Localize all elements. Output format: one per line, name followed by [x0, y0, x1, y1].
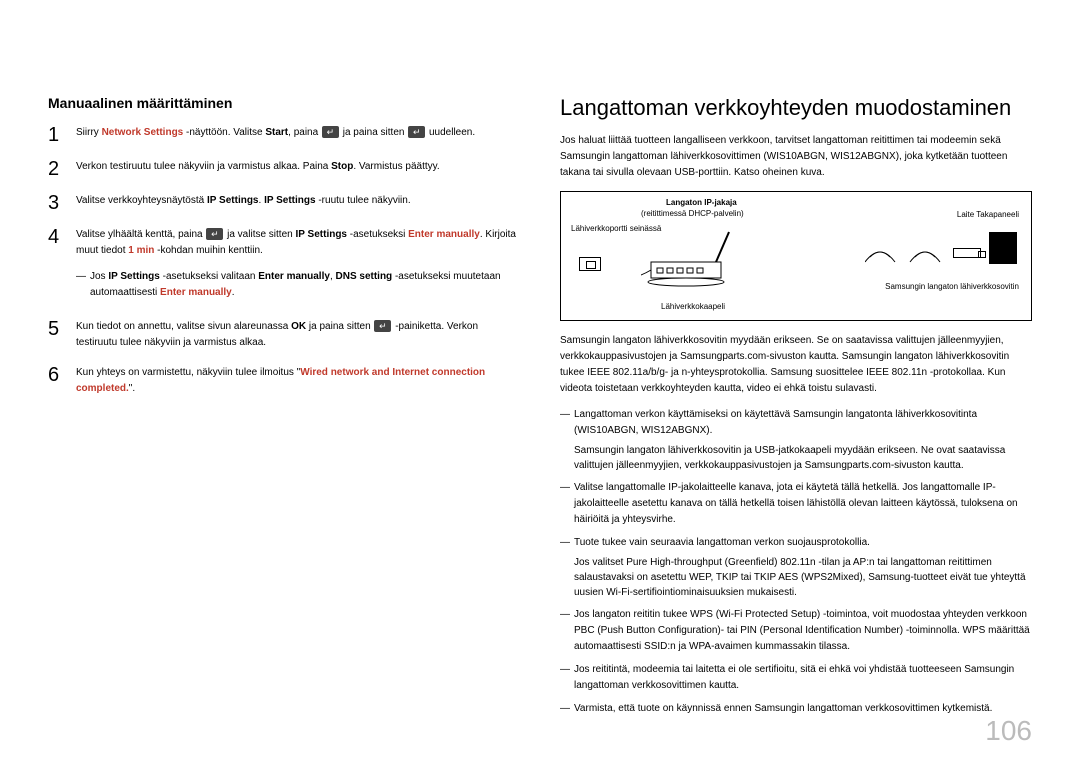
dash-icon: ― [560, 662, 574, 677]
note-text: Tuote tukee vain seuraavia langattoman v… [574, 535, 1032, 600]
step-number: 3 [48, 193, 76, 213]
step-item: 4Valitse ylhäältä kenttä, paina ↵ ja val… [48, 227, 520, 305]
page-number: 106 [985, 715, 1032, 747]
page-two-column: Manuaalinen määrittäminen 1Siirry Networ… [48, 95, 1032, 724]
step-item: 2Verkon testiruutu tulee näkyviin ja var… [48, 159, 520, 179]
wireless-para2: Samsungin langaton lähiverkkosovitin myy… [560, 333, 1032, 397]
router-icon [641, 228, 751, 298]
step-text: Verkon testiruutu tulee näkyviin ja varm… [76, 159, 520, 175]
note-item: ―Varmista, että tuote on käynnissä ennen… [560, 701, 1032, 717]
dash-icon: ― [76, 269, 90, 284]
dash-icon: ― [560, 535, 574, 550]
note-extra: Jos valitset Pure High-throughput (Green… [574, 555, 1032, 600]
step-number: 4 [48, 227, 76, 247]
adapter-icon [953, 248, 981, 258]
note-text: Varmista, että tuote on käynnissä ennen … [574, 701, 1032, 717]
step-number: 5 [48, 319, 76, 339]
wireless-notes-list: ―Langattoman verkon käyttämiseksi on käy… [560, 407, 1032, 717]
step-text: Kun tiedot on annettu, valitse sivun ala… [76, 319, 520, 351]
wireless-intro: Jos haluat liittää tuotteen langalliseen… [560, 133, 1032, 181]
wireless-heading: Langattoman verkkoyhteyden muodostaminen [560, 95, 1032, 121]
enter-button-icon: ↵ [206, 228, 223, 240]
step-item: 6Kun yhteys on varmistettu, näkyviin tul… [48, 365, 520, 397]
diagram-router-label: Langaton IP-jakaja [666, 198, 737, 207]
note-item: ―Langattoman verkon käyttämiseksi on käy… [560, 407, 1032, 473]
wall-port-icon [579, 257, 601, 271]
dash-icon: ― [560, 407, 574, 422]
step-text: Kun yhteys on varmistettu, näkyviin tule… [76, 365, 520, 397]
note-text: Jos reititintä, modeemia tai laitetta ei… [574, 662, 1032, 694]
note-item: ―Tuote tukee vain seuraavia langattoman … [560, 535, 1032, 600]
diagram-adapter-label: Samsungin langaton lähiverkkosovitin [885, 282, 1019, 291]
note-item: ―Jos reititintä, modeemia tai laitetta e… [560, 662, 1032, 694]
enter-button-icon: ↵ [374, 320, 391, 332]
diagram-router-sublabel: (reitittimessä DHCP-palvelin) [641, 209, 744, 218]
wifi-signal-icon [865, 242, 945, 272]
left-column: Manuaalinen määrittäminen 1Siirry Networ… [48, 95, 520, 724]
step-subnote: ―Jos IP Settings -asetukseksi valitaan E… [76, 269, 520, 301]
dash-icon: ― [560, 480, 574, 495]
step-item: 1Siirry Network Settings -näyttöön. Vali… [48, 125, 520, 145]
dash-icon: ― [560, 607, 574, 622]
device-back-icon [989, 232, 1017, 264]
note-text: Langattoman verkon käyttämiseksi on käyt… [574, 407, 1032, 473]
step-text: Siirry Network Settings -näyttöön. Valit… [76, 125, 520, 141]
connection-diagram: Langaton IP-jakaja (reitittimessä DHCP-p… [560, 191, 1032, 321]
note-text: Jos langaton reititin tukee WPS (Wi-Fi P… [574, 607, 1032, 655]
note-item: ―Valitse langattomalle IP-jakolaitteelle… [560, 480, 1032, 528]
step-text: Valitse verkkoyhteysnäytöstä IP Settings… [76, 193, 520, 209]
manual-setup-heading: Manuaalinen määrittäminen [48, 95, 520, 111]
step-item: 5Kun tiedot on annettu, valitse sivun al… [48, 319, 520, 351]
step-number: 2 [48, 159, 76, 179]
note-text: Valitse langattomalle IP-jakolaitteelle … [574, 480, 1032, 528]
dash-icon: ― [560, 701, 574, 716]
step-number: 6 [48, 365, 76, 385]
manual-setup-steps: 1Siirry Network Settings -näyttöön. Vali… [48, 125, 520, 397]
step-text: Valitse ylhäältä kenttä, paina ↵ ja vali… [76, 227, 520, 305]
diagram-cable-label: Lähiverkkokaapeli [661, 302, 725, 311]
note-extra: Samsungin langaton lähiverkkosovitin ja … [574, 443, 1032, 473]
enter-button-icon: ↵ [322, 126, 339, 138]
enter-button-icon: ↵ [408, 126, 425, 138]
step-item: 3Valitse verkkoyhteysnäytöstä IP Setting… [48, 193, 520, 213]
step-number: 1 [48, 125, 76, 145]
right-column: Langattoman verkkoyhteyden muodostaminen… [560, 95, 1032, 724]
note-item: ―Jos langaton reititin tukee WPS (Wi-Fi … [560, 607, 1032, 655]
diagram-device-label: Laite Takapaneeli [957, 210, 1019, 219]
